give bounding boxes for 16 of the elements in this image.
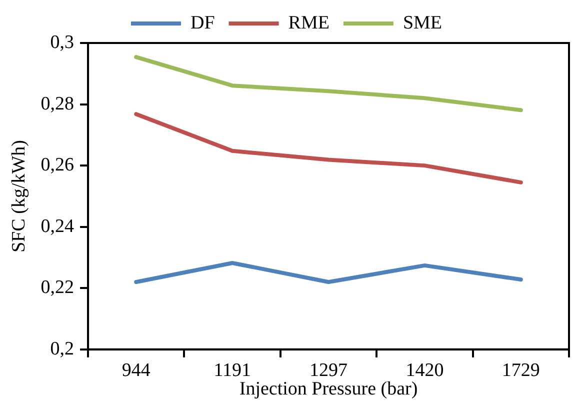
- x-tick-label: 944: [122, 360, 151, 381]
- y-tick-label: 0,3: [50, 32, 74, 53]
- legend-label: RME: [288, 12, 330, 34]
- y-axis-title: SFC (kg/kWh): [8, 140, 30, 252]
- y-tick-label: 0,22: [40, 277, 74, 298]
- y-tick-label: 0,28: [40, 93, 74, 114]
- legend-label: SME: [402, 12, 442, 34]
- x-tick-label: 1297: [310, 360, 348, 381]
- x-axis-title: Injection Pressure (bar): [239, 378, 418, 400]
- x-tick-label: 1729: [502, 360, 540, 381]
- y-tick-label: 0,2: [50, 338, 74, 360]
- legend-label: DF: [190, 12, 215, 34]
- x-tick-label: 1191: [214, 360, 251, 381]
- y-tick-label: 0,26: [40, 154, 74, 176]
- x-tick-label: 1420: [406, 360, 444, 381]
- y-tick-label: 0,24: [40, 216, 75, 237]
